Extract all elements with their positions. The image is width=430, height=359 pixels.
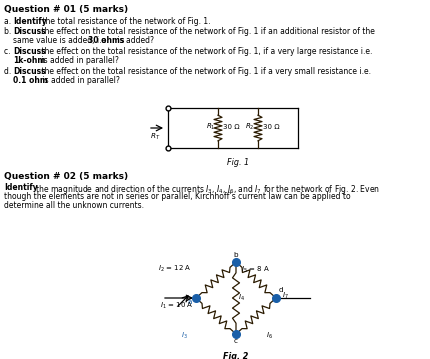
Text: determine all the unknown currents.: determine all the unknown currents. bbox=[4, 201, 144, 210]
Text: 1k-ohm: 1k-ohm bbox=[13, 56, 45, 65]
Text: 0.1 ohm: 0.1 ohm bbox=[13, 76, 48, 85]
Text: is added?: is added? bbox=[115, 36, 154, 45]
Text: b: b bbox=[233, 252, 238, 258]
Text: is added in parallel?: is added in parallel? bbox=[40, 76, 120, 85]
Text: 30 Ω: 30 Ω bbox=[222, 124, 239, 130]
Text: the total resistance of the network of Fig. 1.: the total resistance of the network of F… bbox=[40, 17, 210, 26]
Text: Discuss: Discuss bbox=[13, 27, 46, 36]
Text: the effect on the total resistance of the network of Fig. 1 if an additional res: the effect on the total resistance of th… bbox=[39, 27, 374, 36]
Text: the effect on the total resistance of the network of Fig. 1, if a very large res: the effect on the total resistance of th… bbox=[39, 47, 372, 56]
Text: Fig. 1: Fig. 1 bbox=[227, 158, 249, 167]
Text: c: c bbox=[233, 338, 237, 344]
Text: c.: c. bbox=[4, 47, 13, 56]
Text: Question # 01 (5 marks): Question # 01 (5 marks) bbox=[4, 5, 128, 14]
Text: Identify: Identify bbox=[13, 17, 46, 26]
Text: Discuss: Discuss bbox=[13, 67, 46, 76]
Text: same value is added, i.e.: same value is added, i.e. bbox=[13, 36, 111, 45]
Text: $R_1$: $R_1$ bbox=[205, 122, 215, 132]
Text: Question # 02 (5 marks): Question # 02 (5 marks) bbox=[4, 172, 128, 181]
Text: d.: d. bbox=[4, 67, 14, 76]
Text: $I_5$ = 8 A: $I_5$ = 8 A bbox=[240, 265, 270, 275]
Text: $R_T$: $R_T$ bbox=[150, 132, 160, 142]
Text: Discuss: Discuss bbox=[13, 47, 46, 56]
Text: $I_7$: $I_7$ bbox=[281, 291, 288, 301]
Text: Identify: Identify bbox=[4, 183, 38, 192]
Text: a: a bbox=[187, 299, 191, 305]
Text: 30 ohms: 30 ohms bbox=[88, 36, 124, 45]
Text: d: d bbox=[278, 287, 283, 293]
Text: $I_3$: $I_3$ bbox=[181, 331, 187, 341]
Text: b.: b. bbox=[4, 27, 14, 36]
Text: $I_6$: $I_6$ bbox=[265, 331, 272, 341]
Text: $I_2$ = 12 A: $I_2$ = 12 A bbox=[158, 264, 191, 274]
Text: the effect on the total resistance of the network of Fig. 1 if a very small resi: the effect on the total resistance of th… bbox=[39, 67, 370, 76]
Text: $R_2$: $R_2$ bbox=[245, 122, 255, 132]
Text: though the elements are not in series or parallel, Kirchhoff’s current law can b: though the elements are not in series or… bbox=[4, 192, 350, 201]
Text: is added in parallel?: is added in parallel? bbox=[39, 56, 119, 65]
Text: Fig. 2: Fig. 2 bbox=[223, 352, 248, 359]
Text: $I_4$: $I_4$ bbox=[237, 293, 244, 303]
Text: $I_1$ = 10 A: $I_1$ = 10 A bbox=[160, 301, 193, 311]
Text: 30 Ω: 30 Ω bbox=[262, 124, 279, 130]
Text: the magnitude and direction of the currents $I_3$, $I_4$, $I_6$, and $I_7$ for t: the magnitude and direction of the curre… bbox=[33, 183, 379, 196]
Text: a.: a. bbox=[4, 17, 13, 26]
